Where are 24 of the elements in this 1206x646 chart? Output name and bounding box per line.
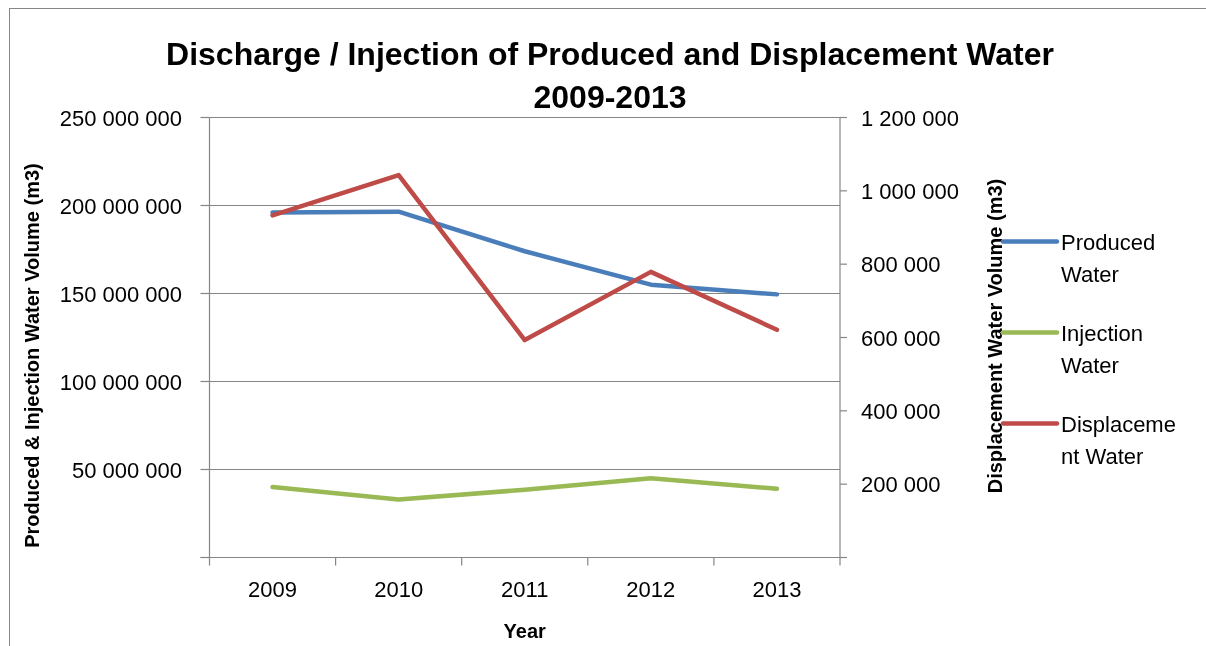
y2-tick-label: 1 000 000 <box>861 178 959 204</box>
y-tick-label: 200 000 000 <box>59 193 182 219</box>
line-series <box>270 172 780 343</box>
x-axis-title: Year <box>503 620 547 642</box>
y-axis-title: Produced & Injection Water Volume (m3) <box>21 163 43 548</box>
y2-tick-label: 400 000 <box>861 398 941 424</box>
y2-tick-label: 600 000 <box>861 325 941 351</box>
y2-tick-label: 200 000 <box>861 472 941 498</box>
line-series <box>270 209 780 297</box>
x-tick-label: 2010 <box>374 577 424 602</box>
line-series <box>270 476 780 502</box>
legend-label: Injection Water <box>1061 320 1143 378</box>
y-tick-label: 150 000 000 <box>59 281 182 307</box>
x-tick-label: 2013 <box>752 577 802 602</box>
y-tick-label: 50 000 000 <box>71 457 182 483</box>
y2-tick-label: 1 200 000 <box>861 105 959 131</box>
x-tick-label: 2012 <box>626 577 676 602</box>
legend-label: Produced Water <box>1061 229 1156 287</box>
x-tick-label: 2009 <box>248 577 298 602</box>
legend-label: Displacement Water <box>1061 411 1176 469</box>
y2-tick-label: 800 000 <box>861 252 941 278</box>
x-tick-label: 2011 <box>501 577 549 602</box>
y2-axis-title: Displacement Water Volume (m3) <box>984 178 1006 494</box>
y-tick-label: 100 000 000 <box>59 369 182 395</box>
